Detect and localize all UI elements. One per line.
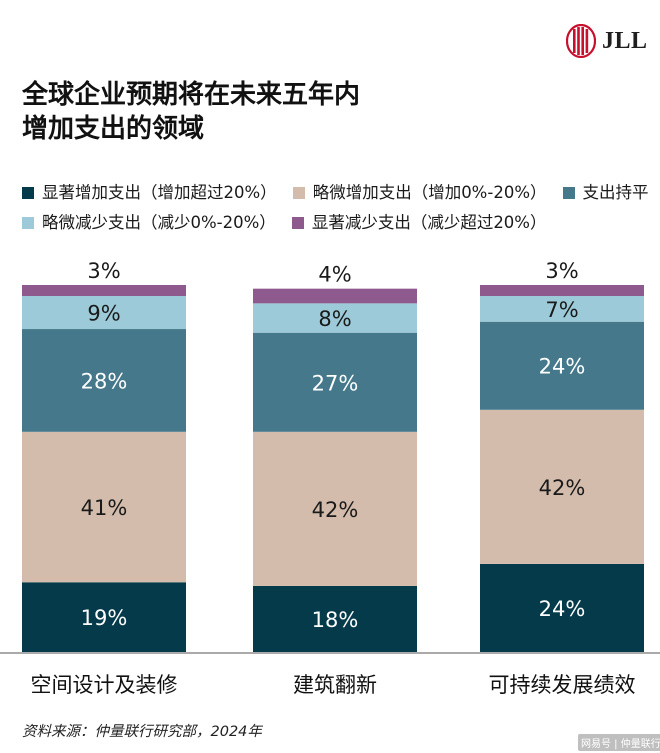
legend-label: 略微增加支出（增加0%-20%） [312, 183, 547, 202]
data-label: 7% [545, 298, 578, 322]
bar-segment [480, 296, 644, 322]
bar-segment [253, 303, 417, 333]
data-label: 4% [318, 263, 351, 287]
category-label: 可持续发展绩效 [489, 673, 636, 697]
data-label: 41% [81, 496, 128, 520]
jll-logo: JLL [566, 24, 648, 58]
bar-segment [253, 585, 417, 652]
legend-item: 略微减少支出（减少0%-20%） [22, 208, 276, 238]
data-label: 18% [312, 608, 359, 632]
legend-label: 支出持平 [582, 183, 649, 202]
legend-item: 略微增加支出（增加0%-20%） [292, 178, 547, 208]
data-label: 27% [312, 371, 359, 395]
legend-label: 显著增加支出（增加超过20%） [42, 183, 277, 202]
bar-segment [480, 563, 644, 652]
watermark: 网易号 | 仲量联行 [578, 734, 660, 751]
legend-item: 显著增加支出（增加超过20%） [22, 178, 277, 208]
chart-title-line-2: 增加支出的领域 [22, 114, 205, 144]
data-label: 24% [539, 355, 586, 379]
legend-swatch [22, 217, 34, 229]
chart-title-line-1: 全球企业预期将在未来五年内 [22, 80, 361, 110]
chart-title: 全球企业预期将在未来五年内 增加支出的领域 [22, 78, 582, 146]
category-label: 空间设计及装修 [31, 673, 178, 697]
data-label: 19% [81, 606, 128, 630]
legend-row: 略微减少支出（减少0%-20%） 显著减少支出（减少超过20%） [22, 208, 642, 238]
legend-label: 略微减少支出（减少0%-20%） [42, 213, 276, 232]
data-label: 42% [539, 476, 586, 500]
bar-segment [22, 431, 186, 583]
data-label: 28% [81, 369, 128, 393]
data-label: 3% [545, 259, 578, 283]
legend-swatch [291, 217, 304, 229]
legend-label: 显著减少支出（减少超过20%） [311, 213, 547, 232]
legend-swatch [22, 187, 34, 199]
bar-segment [22, 296, 186, 330]
stacked-bar-chart: 19% 41% 28% 9% 3% 空间设计及装修 18% 42% 27% 8% 4% 建筑翻新 24%… [0, 259, 660, 697]
legend-item: 支出持平 [562, 178, 649, 208]
bar-segment [22, 582, 186, 652]
bar-segment [480, 321, 644, 410]
jll-logo-icon [566, 24, 596, 58]
bar-segment [253, 332, 417, 432]
data-label: 42% [312, 498, 359, 522]
bar-segment [22, 285, 186, 297]
bar-segment [253, 431, 417, 586]
bar-segment [480, 285, 644, 297]
data-label: 3% [87, 259, 120, 283]
category-label: 建筑翻新 [293, 673, 377, 697]
bar-segment [480, 409, 644, 564]
data-label: 9% [87, 302, 120, 326]
data-label: 8% [318, 307, 351, 331]
bar-segment [253, 288, 417, 304]
legend-row: 显著增加支出（增加超过20%） 略微增加支出（增加0%-20%） 支出持平 [22, 178, 649, 208]
logo-text: JLL [602, 27, 648, 54]
bar-segment [22, 329, 186, 432]
legend: 显著增加支出（增加超过20%） 略微增加支出（增加0%-20%） 支出持平 略微… [22, 178, 649, 238]
data-label: 24% [539, 597, 586, 621]
source-note: 资料来源：仲量联行研究部，2024年 [22, 724, 262, 740]
legend-item: 显著减少支出（减少超过20%） [291, 208, 547, 238]
legend-swatch [562, 187, 575, 199]
legend-swatch [292, 187, 305, 199]
